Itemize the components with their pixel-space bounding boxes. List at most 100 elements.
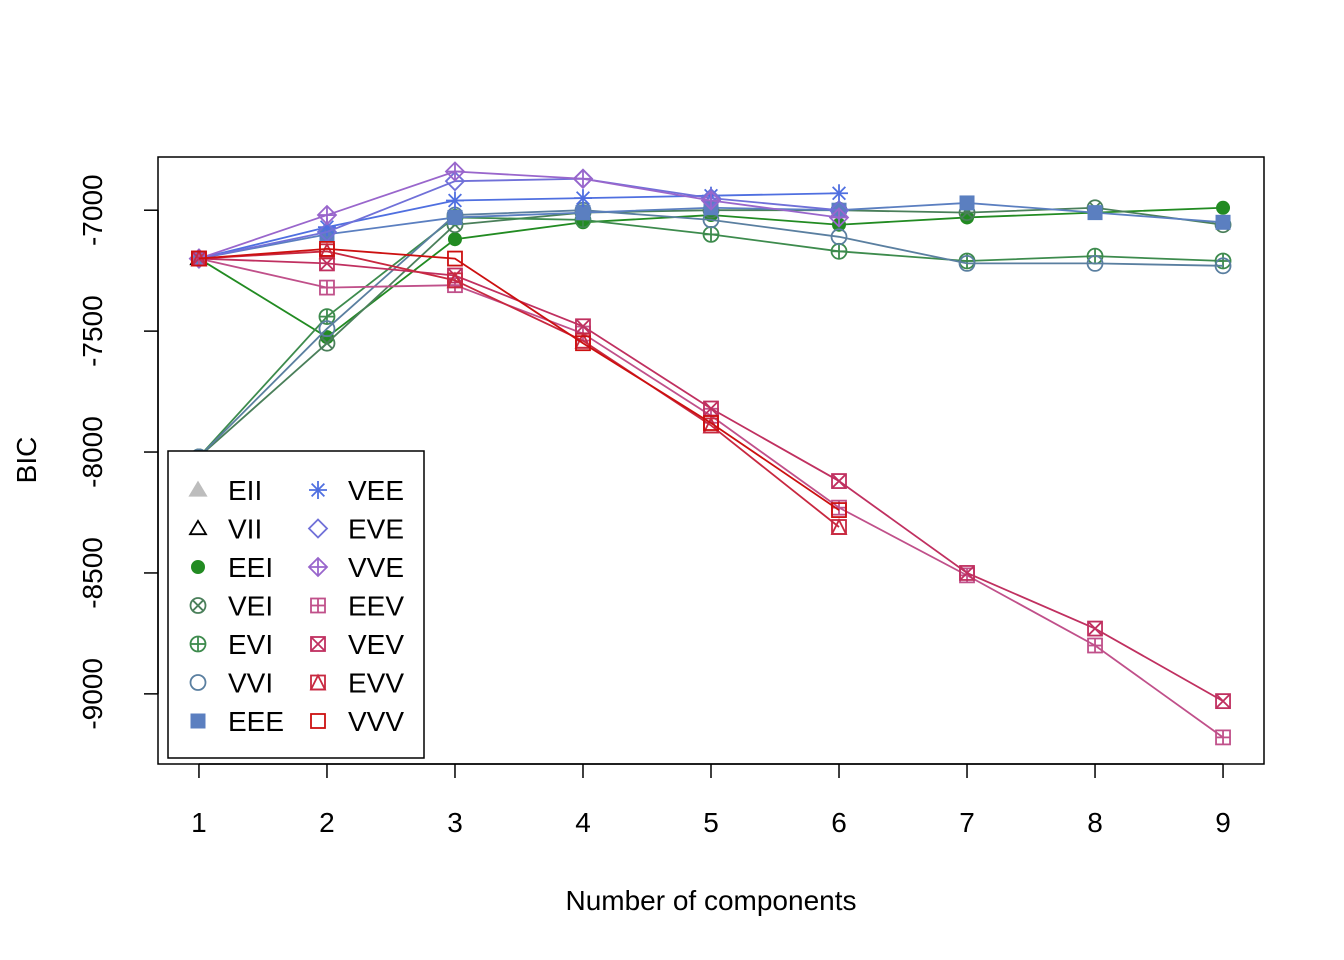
data-point-eev-8	[1087, 637, 1103, 654]
x-tick-label: 2	[319, 807, 335, 838]
series-layer	[188, 161, 1232, 746]
legend-marker-eei	[191, 560, 205, 574]
series-line-vvv	[198, 247, 840, 511]
legend-box	[167, 450, 425, 759]
legend-item-evv: EVV	[309, 668, 404, 699]
x-axis: 1 2 3 4 5 6 7 8 9	[191, 763, 1231, 838]
legend-item-eii: EII	[188, 475, 262, 506]
legend-label-eii: EII	[228, 475, 262, 506]
legend-item-vvv: VVV	[310, 706, 404, 737]
legend-label-vvi: VVI	[228, 668, 273, 699]
data-point-vvv-5	[703, 415, 719, 431]
legend-item-vev: VEV	[310, 629, 404, 660]
data-point-eve-3	[444, 170, 466, 192]
legend-label-evv: EVV	[348, 668, 404, 699]
legend-label-vvv: VVV	[348, 706, 404, 737]
y-axis-label: BIC	[11, 437, 42, 484]
data-point-evv-3	[446, 271, 464, 289]
x-tick-label: 7	[959, 807, 975, 838]
legend-marker-eev	[310, 597, 326, 614]
data-point-vev-9	[1215, 693, 1231, 710]
legend: EII VII EEI VEI EVI VVI EEE VEE EVE VVE EEV VEV EVV V…	[167, 450, 425, 759]
legend-marker-vve	[307, 556, 329, 578]
legend-marker-vvi	[189, 674, 207, 691]
data-point-eee-4	[575, 205, 591, 221]
series-line-eve	[198, 177, 840, 260]
legend-label-eve: EVE	[348, 514, 404, 545]
data-point-vee-3	[445, 191, 464, 210]
legend-item-vvi: VVI	[189, 668, 273, 699]
x-tick-label: 8	[1087, 807, 1103, 838]
data-point-vve-2	[316, 204, 338, 226]
legend-marker-vee	[309, 481, 327, 499]
data-point-vve-3	[444, 161, 466, 182]
legend-marker-vvv	[310, 713, 326, 729]
y-axis: -7000 -7500 -8000 -8500 -9000	[77, 174, 159, 730]
data-point-vvi-9	[1214, 257, 1232, 275]
legend-marker-vei	[189, 597, 207, 614]
data-point-vve-6	[828, 207, 850, 228]
x-tick-label: 3	[447, 807, 463, 838]
legend-marker-evv	[309, 673, 327, 691]
data-point-eei-9	[1216, 200, 1231, 215]
data-point-evi-6	[830, 242, 848, 260]
legend-label-vev: VEV	[348, 629, 404, 660]
legend-label-eee: EEE	[228, 706, 284, 737]
legend-item-vee: VEE	[309, 475, 404, 506]
legend-item-vei: VEI	[189, 591, 273, 622]
x-tick-label: 5	[703, 807, 719, 838]
data-point-vev-6	[831, 473, 847, 489]
legend-marker-vii	[188, 519, 208, 536]
data-point-vve-4	[572, 168, 594, 190]
y-tick-label: -8500	[77, 537, 108, 609]
legend-label-evi: EVI	[228, 629, 273, 660]
legend-marker-eee	[190, 713, 206, 729]
x-tick-label: 9	[1215, 807, 1231, 838]
legend-marker-eve	[307, 518, 329, 539]
legend-label-vve: VVE	[348, 552, 404, 583]
legend-item-evi: EVI	[189, 629, 273, 660]
legend-label-vii: VII	[228, 514, 262, 545]
legend-item-eee: EEE	[190, 706, 284, 737]
data-point-eei-3	[447, 232, 462, 247]
legend-label-vee: VEE	[348, 475, 404, 506]
y-tick-label: -8000	[77, 416, 108, 488]
data-point-eee-7	[959, 195, 975, 211]
data-point-vvi-7	[958, 255, 976, 272]
series-vee	[189, 184, 849, 268]
data-point-vev-8	[1087, 620, 1103, 637]
data-point-vvv-3	[447, 250, 463, 267]
y-tick-label: -7000	[77, 174, 108, 246]
legend-item-eve: EVE	[307, 514, 404, 545]
data-point-vvv-1	[191, 250, 207, 267]
data-point-vvv-4	[575, 335, 591, 352]
data-point-vvi-8	[1086, 255, 1104, 272]
series-line-evv	[198, 250, 840, 528]
x-axis-label: Number of components	[565, 885, 856, 916]
data-point-vee-2	[317, 218, 336, 237]
data-point-vve-5	[700, 190, 722, 211]
data-point-vvv-6	[831, 502, 847, 518]
data-point-vvi-2	[318, 320, 336, 338]
data-point-evv-6	[830, 517, 848, 535]
data-point-vvv-2	[319, 240, 335, 257]
data-point-vvi-6	[830, 228, 848, 246]
data-point-eev-2	[319, 279, 335, 296]
series-line-vve	[198, 170, 840, 260]
data-point-vee-4	[573, 189, 592, 208]
legend-item-vii: VII	[188, 514, 262, 545]
y-tick-label: -7500	[77, 295, 108, 367]
legend-marker-vev	[310, 636, 326, 652]
series-vev	[191, 250, 1231, 710]
data-point-vev-7	[959, 565, 975, 581]
y-tick-label: -9000	[77, 658, 108, 730]
data-point-evi-5	[702, 225, 720, 243]
data-point-eve-2	[316, 221, 338, 243]
x-tick-label: 1	[191, 807, 207, 838]
legend-label-vei: VEI	[228, 591, 273, 622]
legend-item-eev: EEV	[310, 591, 404, 622]
legend-marker-eii	[188, 480, 208, 497]
legend-item-vve: VVE	[307, 552, 404, 583]
legend-marker-evi	[189, 635, 207, 653]
series-line-vee	[198, 192, 840, 260]
